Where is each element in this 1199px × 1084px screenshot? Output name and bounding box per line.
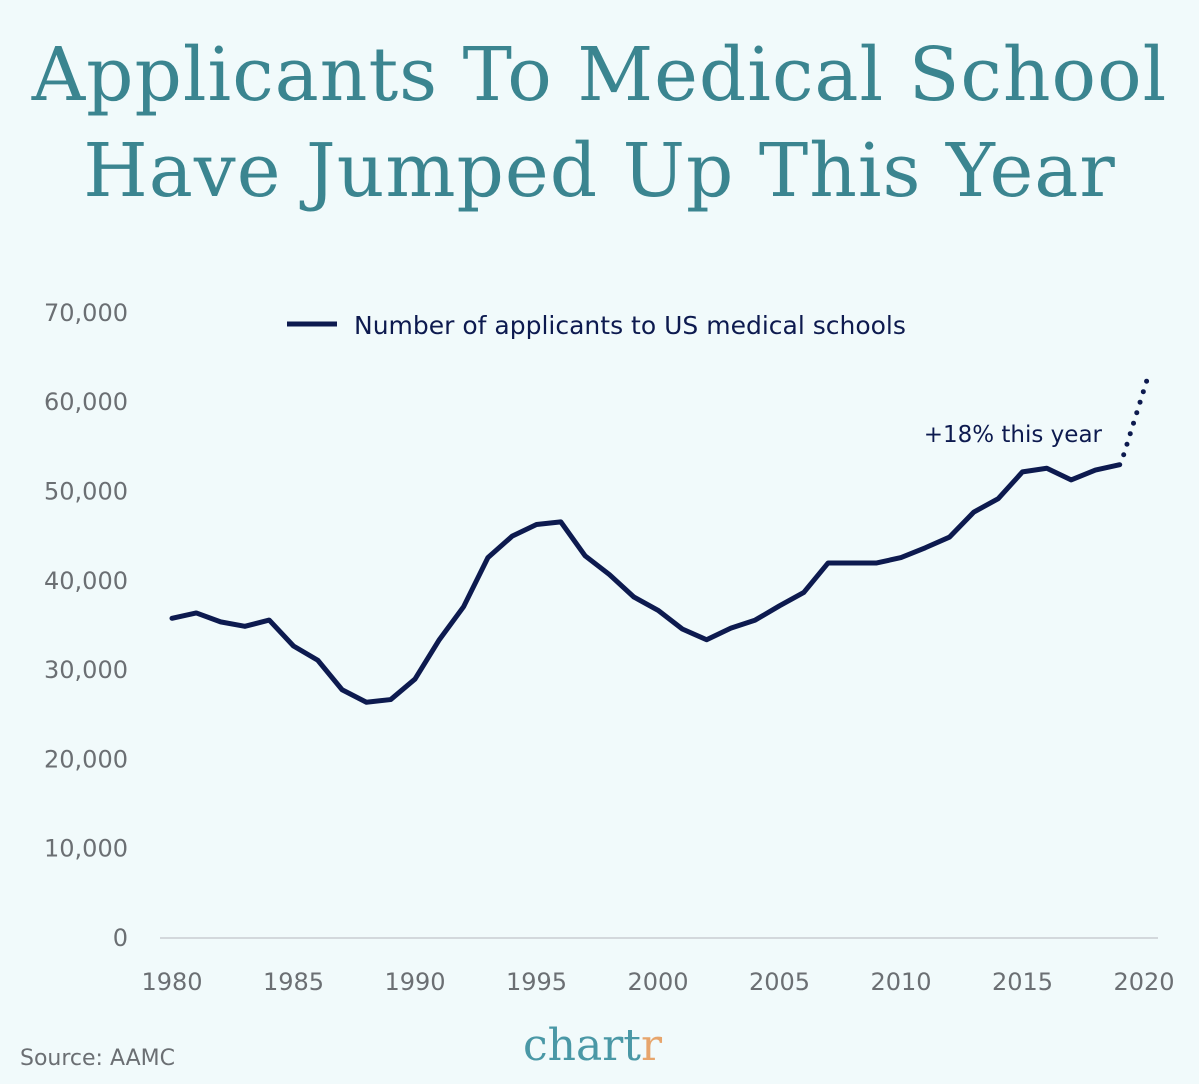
x-tick-label: 2005 bbox=[749, 968, 810, 996]
annotation: +18% this year bbox=[924, 422, 1103, 448]
title-line-2: Have Jumped Up This Year bbox=[83, 128, 1116, 214]
x-tick-label: 2015 bbox=[992, 968, 1053, 996]
x-tick-label: 2020 bbox=[1113, 968, 1174, 996]
chartr-logo: chartr bbox=[523, 1020, 662, 1071]
x-tick-label: 1980 bbox=[141, 968, 202, 996]
x-tick-label: 1995 bbox=[506, 968, 567, 996]
x-tick-label: 2010 bbox=[870, 968, 931, 996]
y-tick-label: 0 bbox=[113, 924, 128, 952]
series-line bbox=[169, 462, 1123, 705]
y-tick-label: 50,000 bbox=[44, 478, 128, 506]
y-tick-label: 10,000 bbox=[44, 835, 128, 863]
title-line-1: Applicants To Medical School bbox=[31, 32, 1168, 118]
y-tick-label: 30,000 bbox=[44, 656, 128, 684]
x-tick-label: 1985 bbox=[263, 968, 324, 996]
source-note: Source: AAMC bbox=[20, 1046, 176, 1071]
projection-dotted-line bbox=[1121, 377, 1150, 458]
x-tick-label: 2000 bbox=[627, 968, 688, 996]
x-tick-label: 1990 bbox=[384, 968, 445, 996]
y-tick-label: 40,000 bbox=[44, 567, 128, 595]
legend-label: Number of applicants to US medical schoo… bbox=[354, 311, 906, 340]
y-tick-label: 20,000 bbox=[44, 745, 128, 773]
y-tick-label: 70,000 bbox=[44, 299, 128, 327]
y-tick-label: 60,000 bbox=[44, 388, 128, 416]
